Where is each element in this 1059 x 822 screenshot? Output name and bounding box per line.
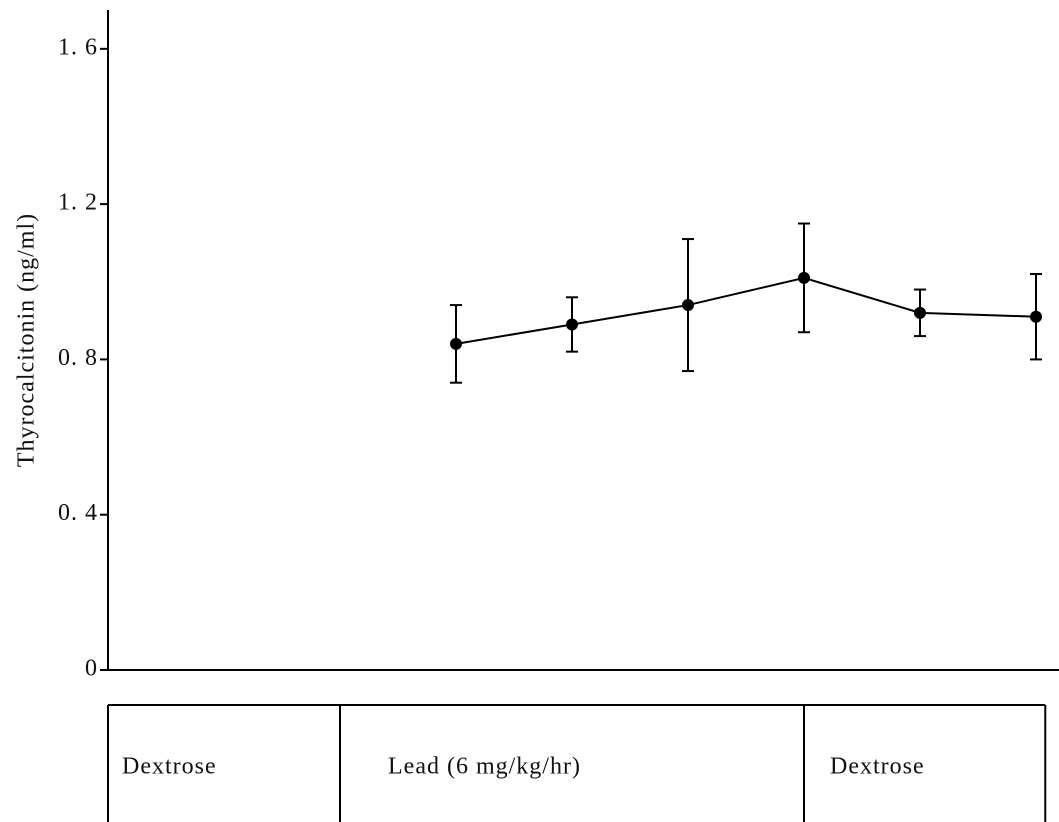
phase-label: Lead (6 mg/kg/hr) (388, 754, 581, 780)
y-tick-label: 1. 6 (58, 34, 98, 60)
data-point (1030, 310, 1042, 323)
y-tick-label: 0. 4 (58, 500, 98, 526)
data-point (450, 337, 462, 350)
data-point (798, 271, 810, 284)
y-tick-label: 0 (85, 656, 98, 682)
y-axis-label: Thyrocalcitonin (ng/ml) (14, 213, 40, 467)
data-line (455, 276, 1037, 345)
data-point (566, 318, 578, 331)
y-tick-label: 0. 8 (58, 345, 98, 371)
data-point (914, 306, 926, 319)
data-point (682, 299, 694, 312)
phase-label: Dextrose (122, 754, 217, 780)
phase-label: Dextrose (830, 754, 925, 780)
y-tick-label: 1. 2 (58, 190, 98, 216)
